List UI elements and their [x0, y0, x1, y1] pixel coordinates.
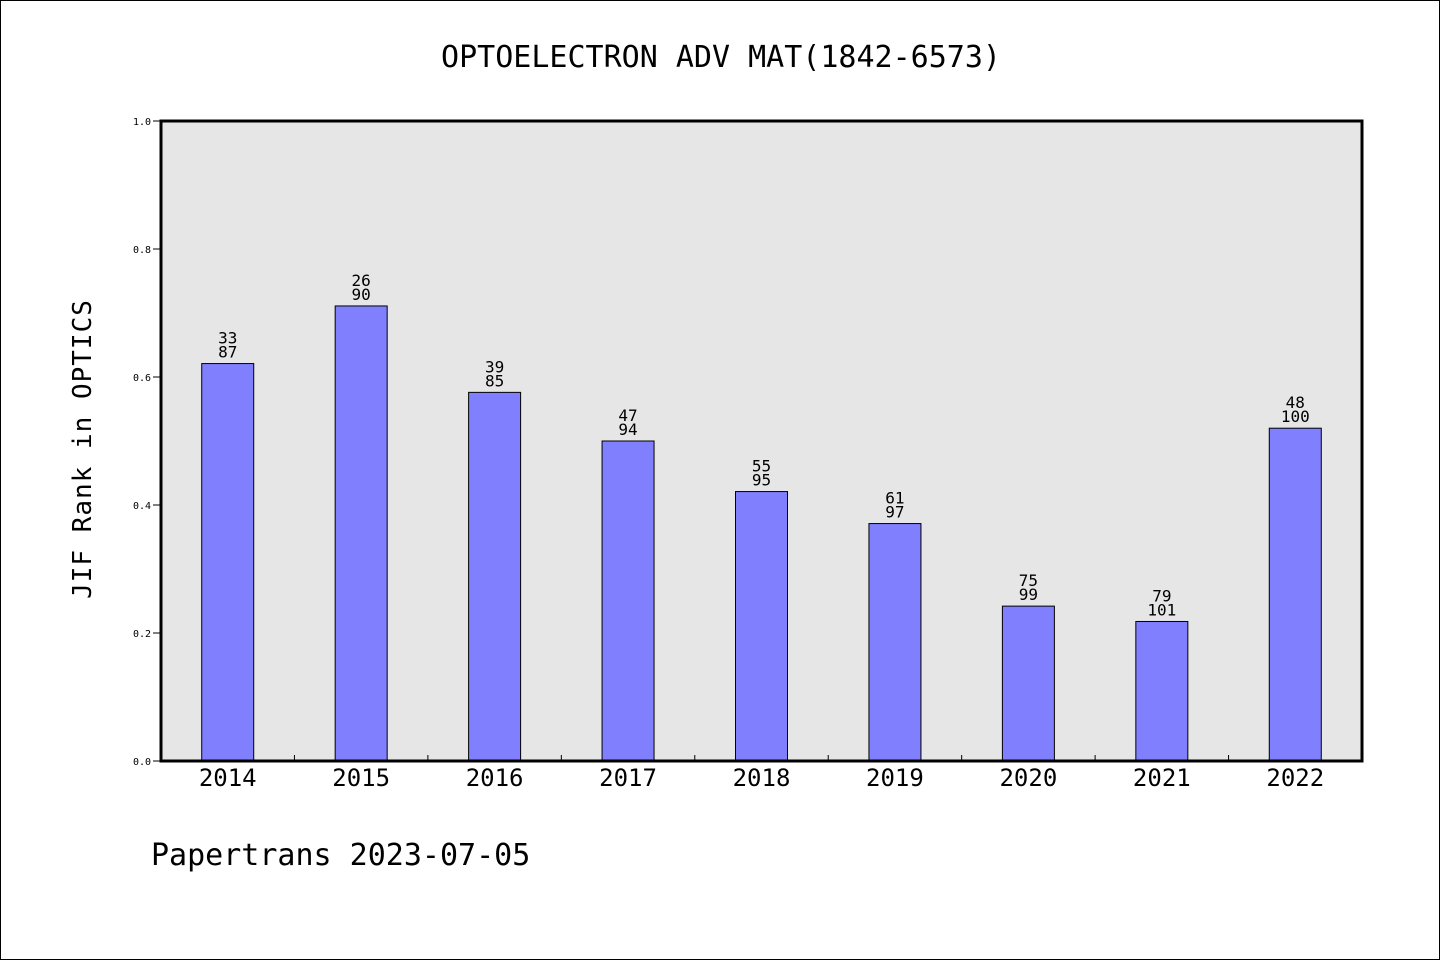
bar [201, 363, 255, 762]
bar [468, 391, 522, 762]
footer-credit: Papertrans 2023-07-05 [151, 838, 530, 873]
bar-label-rank: 39 [485, 357, 504, 376]
bar-label-total: 87 [218, 343, 237, 362]
bar [1001, 605, 1055, 762]
bar-label-total: 94 [618, 420, 637, 439]
x-axis-ticks: 2014 2015 2016 2017 2018 2019 2020 2021 2022 [199, 755, 1324, 792]
x-category-label: 2022 [1266, 764, 1324, 792]
y-tick-label: 0.8 [133, 245, 151, 256]
x-category-label: 2019 [866, 764, 924, 792]
chart-title: OPTOELECTRON ADV MAT(1842-6573) [441, 40, 1001, 75]
bar-label-rank: 55 [752, 457, 771, 476]
bar-label-total: 100 [1281, 407, 1310, 426]
bar [868, 523, 922, 762]
x-category-label: 2014 [199, 764, 257, 792]
y-axis-label: JIF Rank in OPTICS [68, 299, 98, 599]
bar-label-rank: 75 [1019, 571, 1038, 590]
bar-label-total: 101 [1147, 600, 1176, 619]
bar-label-rank: 61 [885, 489, 904, 508]
plot-border [159, 119, 1364, 763]
x-category-label: 2018 [733, 764, 791, 792]
x-category-label: 2017 [599, 764, 657, 792]
y-tick-label: 0.4 [133, 501, 151, 512]
bar-label-rank: 26 [352, 271, 371, 290]
y-axis-ticks: 0.0 0.2 0.4 0.6 0.8 1.0 [133, 117, 161, 768]
bar [735, 491, 788, 762]
bar-label-rank: 79 [1152, 586, 1171, 605]
bar-label-total: 90 [352, 285, 371, 304]
bar [601, 440, 655, 762]
x-category-label: 2016 [466, 764, 524, 792]
y-tick-label: 0.0 [133, 757, 151, 768]
y-tick-label: 1.0 [133, 117, 151, 128]
bar-label-rank: 48 [1286, 393, 1305, 412]
bar-label-total: 97 [885, 503, 904, 522]
bar-label-total: 99 [1019, 585, 1038, 604]
bar-label-rank: 33 [218, 329, 237, 348]
x-category-label: 2021 [1133, 764, 1191, 792]
bars [201, 305, 1322, 762]
bar-label-total: 95 [752, 471, 771, 490]
bar-label-rank: 47 [618, 406, 637, 425]
bar [1268, 427, 1322, 762]
x-category-label: 2015 [332, 764, 390, 792]
y-tick-label: 0.6 [133, 373, 151, 384]
bar-label-total: 85 [485, 371, 504, 390]
x-category-label: 2020 [999, 764, 1057, 792]
y-tick-label: 0.2 [133, 629, 151, 640]
bar [1135, 620, 1189, 762]
bar [334, 305, 388, 762]
